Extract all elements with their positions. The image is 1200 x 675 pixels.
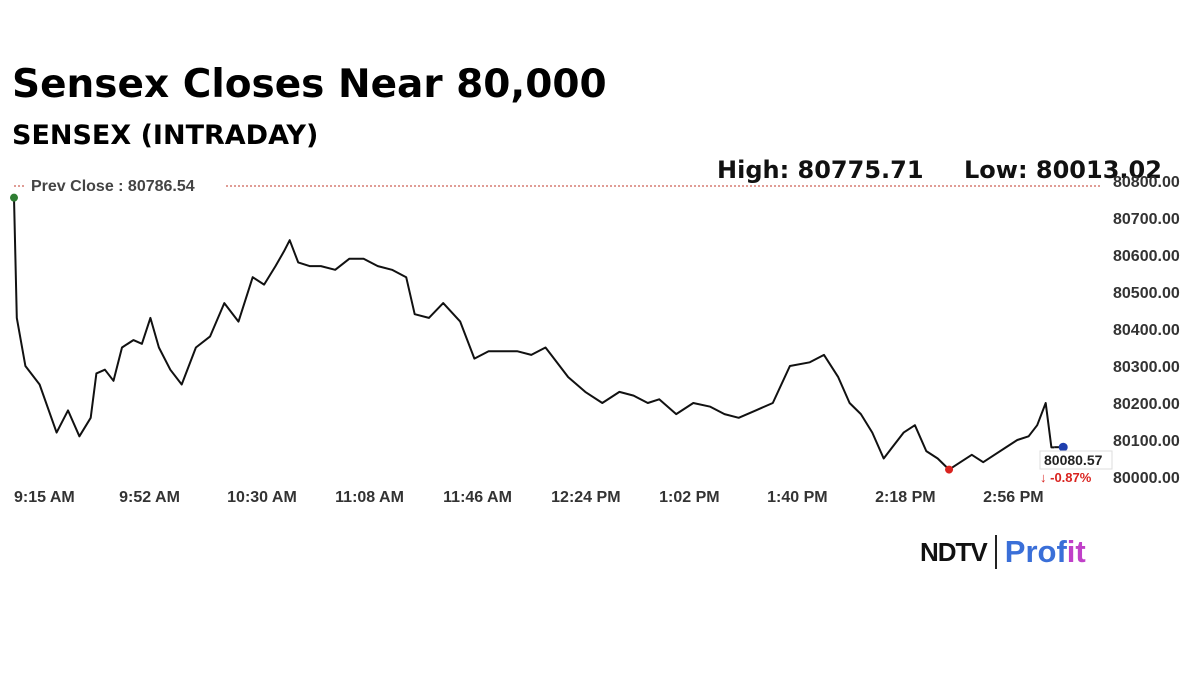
y-tick-label: 80400.00	[1113, 322, 1180, 339]
x-tick-label: 9:15 AM	[14, 489, 75, 506]
y-tick-label: 80200.00	[1113, 396, 1180, 413]
last-value-label: 80080.57	[1044, 452, 1103, 468]
x-tick-label: 11:08 AM	[335, 489, 404, 506]
x-tick-label: 2:18 PM	[875, 489, 935, 506]
x-tick-label: 12:24 PM	[551, 489, 620, 506]
last-value-marker	[1058, 442, 1068, 452]
last-change-label: ↓ -0.87%	[1040, 470, 1092, 485]
y-tick-label: 80300.00	[1113, 359, 1180, 376]
x-tick-label: 1:02 PM	[659, 489, 719, 506]
x-tick-label: 9:52 AM	[119, 489, 180, 506]
profit-logo-text: Profit	[1005, 534, 1086, 570]
low-stat: Low: 80013.02	[964, 156, 1162, 184]
high-stat: High: 80775.71	[717, 156, 924, 184]
y-tick-label: 80500.00	[1113, 285, 1180, 302]
prev-close-label: Prev Close : 80786.54	[31, 178, 195, 195]
last-value-box	[1039, 450, 1113, 470]
y-tick-label: 80600.00	[1113, 248, 1180, 265]
x-tick-label: 2:56 PM	[983, 489, 1043, 506]
x-tick-label: 10:30 AM	[227, 489, 297, 506]
y-tick-label: 80700.00	[1113, 211, 1180, 228]
ndtv-logo-text: NDTV	[920, 536, 988, 567]
page-title: Sensex Closes Near 80,000	[12, 62, 607, 107]
open-marker	[10, 193, 18, 202]
low-marker	[945, 465, 954, 474]
profit-logo-text-accent: it	[1066, 534, 1086, 569]
x-tick-label: 11:46 AM	[443, 489, 512, 506]
profit-logo-text-main: Prof	[1004, 534, 1067, 569]
chart-subtitle: SENSEX (INTRADAY)	[12, 120, 319, 151]
y-tick-label: 80000.00	[1113, 470, 1180, 487]
ndtv-profit-logo: NDTV Profit	[920, 532, 1086, 572]
prev-close-label-bg	[25, 175, 225, 194]
sensex-price-line	[13, 197, 1055, 471]
y-tick-label: 80100.00	[1113, 433, 1180, 450]
logo-divider	[994, 535, 997, 569]
x-tick-label: 1:40 PM	[767, 489, 827, 506]
y-tick-label: 80800.00	[1113, 174, 1180, 191]
